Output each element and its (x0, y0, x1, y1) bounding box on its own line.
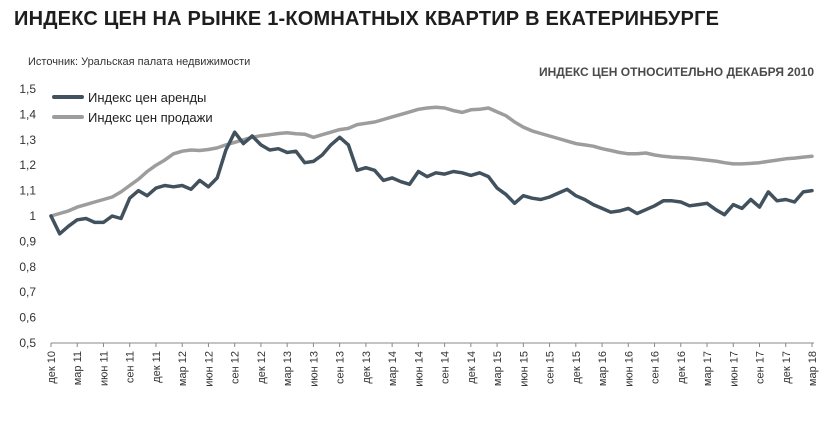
x-tick-label: сен 17 (755, 351, 767, 384)
x-tick-label: июн 15 (518, 351, 530, 387)
x-tick-label: мар 12 (177, 351, 189, 386)
chart-title: ИНДЕКС ЦЕН НА РЫНКЕ 1-КОМНАТНЫХ КВАРТИР … (14, 8, 720, 30)
x-tick-label: мар 15 (492, 351, 504, 386)
x-tick-label: мар 11 (72, 351, 84, 385)
x-tick-label: дек 13 (361, 351, 373, 384)
y-tick-label: 0,5 (19, 336, 36, 350)
x-tick-label: июн 14 (413, 351, 425, 387)
x-tick-label: мар 18 (807, 351, 819, 386)
x-tick-label: мар 13 (282, 351, 294, 386)
y-tick-label: 1,3 (19, 133, 36, 147)
x-tick-label: мар 17 (702, 351, 714, 386)
x-tick-label: дек 10 (46, 351, 58, 384)
y-tick-label: 1,2 (19, 158, 36, 172)
x-tick-label: дек 17 (781, 351, 793, 384)
y-tick-label: 1 (29, 209, 36, 223)
chart-source: Источник: Уральская палата недвижимости (28, 56, 251, 68)
x-tick-label: июн 17 (728, 351, 740, 387)
x-tick-label: июн 12 (203, 351, 215, 387)
series-line-sale (49, 105, 814, 218)
x-tick-label: дек 16 (676, 351, 688, 384)
y-tick-label: 1,1 (19, 184, 36, 198)
x-tick-label: мар 16 (597, 351, 609, 386)
y-tick-label: 0,7 (19, 285, 36, 299)
y-tick-label: 1,5 (19, 82, 36, 96)
y-tick-label: 0,8 (19, 260, 36, 274)
legend-label-sale: Индекс цен продажи (88, 110, 213, 125)
x-tick-label: сен 12 (230, 351, 242, 384)
x-tick-label: июн 11 (98, 351, 110, 386)
x-tick-label: сен 14 (440, 351, 452, 384)
x-tick-label: июн 13 (308, 351, 320, 387)
x-tick-label: июн 16 (623, 351, 635, 387)
x-tick-label: мар 14 (387, 351, 399, 386)
x-tick-label: сен 13 (335, 351, 347, 384)
series-line-rent (49, 130, 814, 236)
y-tick-label: 0,9 (19, 234, 36, 248)
x-tick-label: дек 15 (571, 351, 583, 384)
x-tick-label: сен 16 (650, 351, 662, 384)
x-tick-label: дек 14 (466, 351, 478, 384)
x-tick-label: сен 11 (125, 351, 137, 383)
legend-label-rent: Индекс цен аренды (88, 90, 206, 105)
x-tick-label: дек 11 (151, 351, 163, 383)
x-tick-label: сен 15 (545, 351, 557, 384)
chart-subtitle: ИНДЕКС ЦЕН ОТНОСИТЕЛЬНО ДЕКАБРЯ 2010 (539, 65, 814, 79)
y-tick-label: 0,6 (19, 311, 36, 325)
x-tick-label: дек 12 (256, 351, 268, 384)
y-tick-label: 1,4 (19, 107, 36, 121)
